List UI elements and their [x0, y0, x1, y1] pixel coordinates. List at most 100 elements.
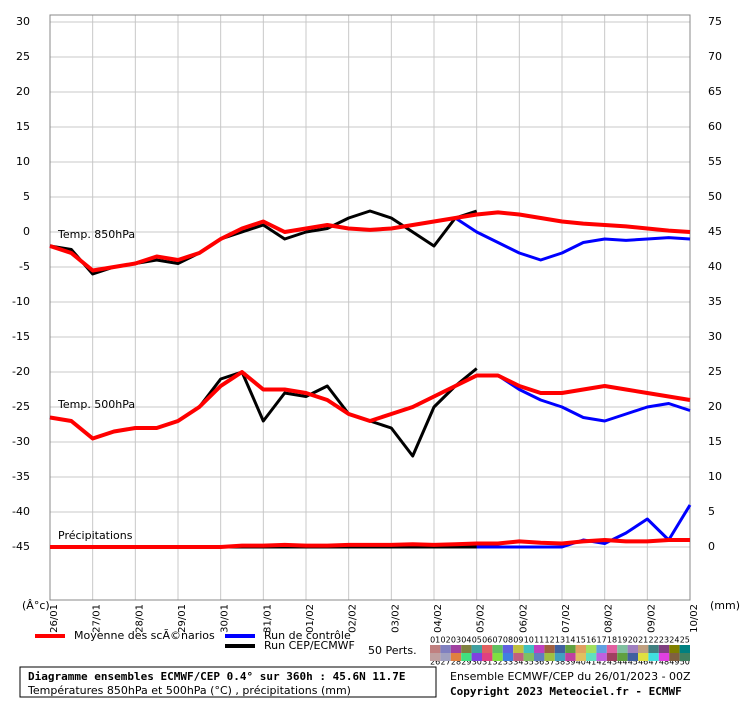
perturbation-number: 01: [430, 636, 440, 645]
perturbation-number: 24: [669, 636, 679, 645]
legend-label: Run CEP/ECMWF: [264, 639, 355, 652]
footer-title: Diagramme ensembles ECMWF/CEP 0.4° sur 3…: [28, 670, 406, 683]
perturbation-swatch: [638, 645, 649, 653]
x-tick-label: 26/01: [49, 604, 60, 633]
x-tick-label: 28/01: [134, 604, 145, 633]
perturbation-swatch: [430, 645, 441, 653]
perturbation-swatch: [565, 645, 576, 653]
perturbation-number: 46: [638, 658, 648, 667]
plot-area: [49, 14, 692, 601]
x-tick-label: 06/02: [518, 604, 529, 633]
perturbation-swatch: [523, 653, 534, 661]
y-tick-label: 30: [16, 15, 30, 28]
y2-tick-label: 60: [708, 120, 722, 133]
x-tick-label: 04/02: [433, 604, 444, 633]
footer-subtitle: Températures 850hPa et 500hPa (°C) , pré…: [27, 684, 351, 697]
x-tick-label: 02/02: [348, 604, 359, 633]
perturbation-swatch: [575, 653, 586, 661]
perturbation-number: 15: [576, 636, 586, 645]
y-tick-label: 10: [16, 155, 30, 168]
perturbation-swatch: [679, 653, 690, 661]
perturbation-number: 30: [472, 658, 482, 667]
perturbation-number: 35: [524, 658, 534, 667]
perturbation-swatch: [440, 645, 451, 653]
perturbation-number: 43: [607, 658, 617, 667]
perturbation-swatch: [586, 645, 597, 653]
y-tick-label: -25: [12, 400, 30, 413]
perturbation-number: 22: [649, 636, 659, 645]
perturbation-swatch: [606, 653, 618, 661]
perturbation-number: 33: [503, 658, 513, 667]
perturbation-number: 12: [545, 636, 555, 645]
perturbation-number: 18: [607, 636, 617, 645]
perturbation-number: 28: [451, 658, 461, 667]
perturbation-number: 49: [669, 658, 679, 667]
x-tick-label: 08/02: [604, 604, 615, 633]
y2-tick-label: 75: [708, 15, 722, 28]
perturbation-swatch: [482, 653, 493, 661]
y2-tick-label: 25: [708, 365, 722, 378]
y-tick-label: 20: [16, 85, 30, 98]
y2-tick-label: 15: [708, 435, 722, 448]
perturbation-number: 44: [617, 658, 627, 667]
x-tick-label: 01/02: [305, 604, 316, 633]
perturbation-number: 29: [461, 658, 471, 667]
perturbation-swatch: [565, 653, 576, 661]
perturbation-number: 06: [482, 636, 492, 645]
perturbation-swatch: [492, 653, 503, 661]
perturbation-swatch: [658, 645, 670, 653]
perturbation-swatch: [596, 653, 607, 661]
y-unit: (Â°c): [22, 599, 50, 612]
perturbation-swatch: [502, 653, 514, 661]
perturbation-number: 16: [586, 636, 596, 645]
perturbation-number: 32: [493, 658, 503, 667]
perturbation-swatch: [554, 653, 566, 661]
perturbation-number: 17: [597, 636, 607, 645]
perturbation-number: 23: [659, 636, 669, 645]
series-line: [49, 370, 691, 441]
perturbation-swatch: [523, 645, 534, 653]
x-tick-label: 07/02: [561, 604, 572, 633]
y-tick-label: -20: [12, 365, 30, 378]
x-tick-label: 03/02: [390, 604, 401, 633]
perturbation-number: 20: [628, 636, 638, 645]
perturbation-swatch: [669, 645, 680, 653]
perturbation-swatch: [617, 653, 628, 661]
y-tick-label: 25: [16, 50, 30, 63]
y-tick-label: 15: [16, 120, 30, 133]
footer-run: Ensemble ECMWF/CEP du 26/01/2023 - 00Z: [450, 670, 691, 683]
perturbation-number: 25: [680, 636, 690, 645]
y-tick-label: -30: [12, 435, 30, 448]
perturbation-swatch: [450, 645, 462, 653]
y-tick-label: -5: [19, 260, 30, 273]
perturbation-number: 26: [430, 658, 440, 667]
perturbation-swatch: [627, 645, 638, 653]
perturbation-swatch: [461, 653, 472, 661]
perturbation-swatch: [471, 653, 482, 661]
y2-tick-label: 5: [708, 505, 715, 518]
level-label: Temp. 850hPa: [57, 228, 135, 241]
y-tick-label: 5: [23, 190, 30, 203]
perturbation-swatch: [450, 653, 462, 661]
perturbation-swatch: [461, 645, 472, 653]
perturbation-number: 19: [617, 636, 627, 645]
perturbation-swatch: [492, 645, 503, 653]
x-tick-label: 30/01: [220, 604, 231, 633]
perturbation-swatch: [534, 645, 545, 653]
x-tick-label: 29/01: [177, 604, 188, 633]
perturbation-number: 10: [524, 636, 534, 645]
perturbation-swatch: [638, 653, 649, 661]
perturbation-swatch: [471, 645, 482, 653]
perturbation-swatch: [596, 645, 607, 653]
perturbation-swatch: [544, 645, 555, 653]
y-tick-label: 0: [23, 225, 30, 238]
y-tick-label: -45: [12, 540, 30, 553]
y2-tick-label: 65: [708, 85, 722, 98]
perturbation-swatch: [586, 653, 597, 661]
perturbation-number: 08: [503, 636, 513, 645]
y2-tick-label: 50: [708, 190, 722, 203]
perturbation-number: 05: [472, 636, 482, 645]
plot-frame: [49, 14, 691, 601]
footer-copyright: Copyright 2023 Meteociel.fr - ECMWF: [450, 685, 682, 698]
